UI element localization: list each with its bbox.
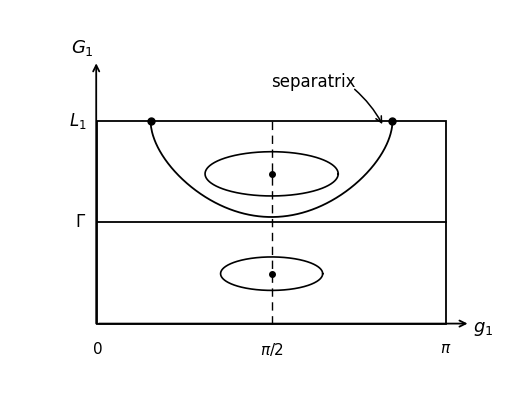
- Text: $L_1$: $L_1$: [68, 111, 86, 131]
- Text: $0$: $0$: [92, 341, 103, 357]
- Text: $\Gamma$: $\Gamma$: [75, 214, 86, 231]
- Text: $G_1$: $G_1$: [71, 38, 94, 58]
- Text: $\pi$: $\pi$: [440, 341, 452, 356]
- Text: $g_1$: $g_1$: [473, 320, 493, 338]
- Text: $\pi/2$: $\pi/2$: [260, 341, 284, 358]
- Text: separatrix: separatrix: [271, 73, 356, 91]
